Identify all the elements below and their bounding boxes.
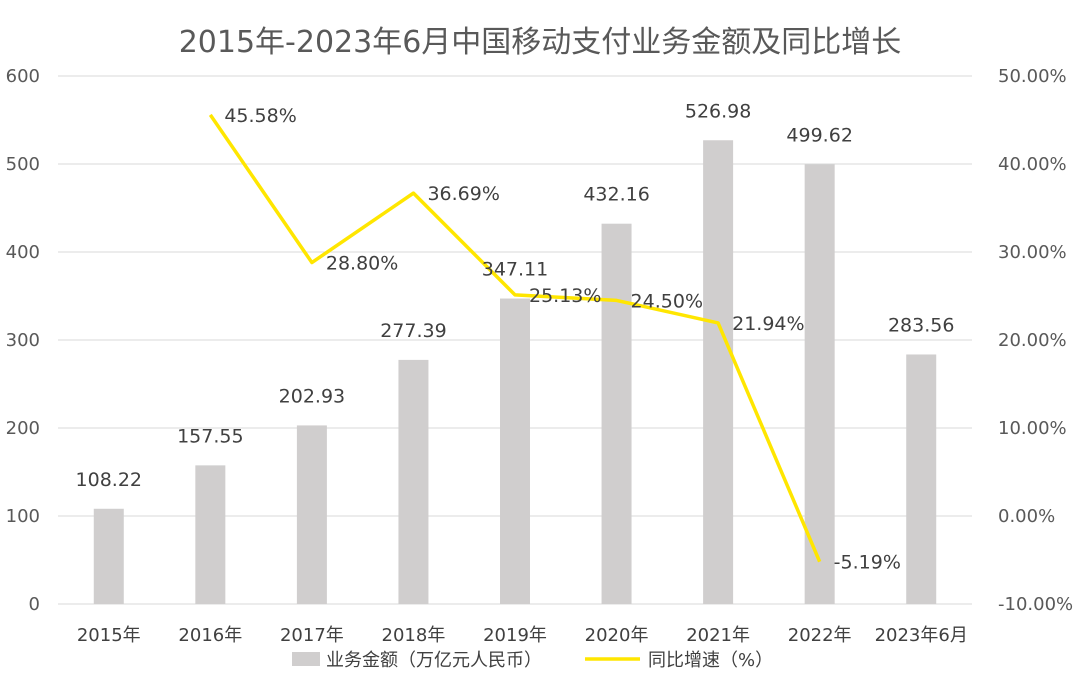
- line-value-label: 28.80%: [326, 253, 398, 275]
- right-tick-label: 20.00%: [998, 330, 1067, 351]
- bar-value-label: 277.39: [380, 320, 446, 342]
- left-tick-label: 0: [29, 594, 40, 615]
- right-tick-label: 40.00%: [998, 154, 1067, 175]
- line-value-label: 25.13%: [529, 285, 601, 307]
- right-tick-label: 30.00%: [998, 242, 1067, 263]
- left-axis: 0 100 200 300 400 500 600: [6, 66, 40, 615]
- bar-value-label: 499.62: [786, 124, 852, 146]
- bar-value-label: 157.55: [177, 425, 243, 447]
- x-tick-label: 2018年: [382, 625, 446, 646]
- bar-value-label: 202.93: [279, 385, 345, 407]
- left-tick-label: 100: [6, 506, 40, 527]
- x-tick-label: 2021年: [686, 625, 750, 646]
- right-tick-label: 50.00%: [998, 66, 1067, 87]
- bar-value-label: 283.56: [888, 314, 954, 336]
- legend: 业务金额（万亿元人民币） 同比增速（%）: [292, 650, 773, 671]
- legend-bar-swatch: [292, 652, 320, 666]
- right-axis: -10.00% 0.00% 10.00% 20.00% 30.00% 40.00% 50.0…: [998, 66, 1073, 615]
- legend-bar-label: 业务金额（万亿元人民币）: [326, 650, 542, 671]
- x-tick-label: 2019年: [483, 625, 547, 646]
- x-tick-label: 2017年: [280, 625, 344, 646]
- chart-title: 2015年-2023年6月中国移动支付业务金额及同比增长: [179, 25, 902, 60]
- x-tick-label: 2023年6月: [875, 625, 968, 646]
- data-labels: 108.22 157.55 202.93 277.39 347.11 432.16 526.…: [76, 100, 955, 573]
- left-tick-label: 500: [6, 154, 40, 175]
- bar-series: [93, 140, 937, 604]
- x-tick-label: 2016年: [178, 625, 242, 646]
- bar: [906, 354, 937, 604]
- right-tick-label: 10.00%: [998, 418, 1067, 439]
- line-value-label: 24.50%: [631, 290, 703, 312]
- bar: [195, 465, 226, 604]
- line-value-label: 36.69%: [427, 183, 499, 205]
- bar: [296, 425, 327, 604]
- line-series: [208, 113, 822, 563]
- left-tick-label: 300: [6, 330, 40, 351]
- bar: [398, 359, 429, 604]
- bar: [804, 164, 835, 604]
- bar-value-label: 526.98: [685, 100, 751, 122]
- left-tick-label: 600: [6, 66, 40, 87]
- right-tick-label: -10.00%: [998, 594, 1073, 615]
- x-tick-label: 2015年: [77, 625, 141, 646]
- bar: [93, 508, 124, 604]
- bar: [500, 298, 530, 604]
- line-value-label: 21.94%: [732, 313, 804, 335]
- line-value-label: -5.19%: [834, 552, 901, 574]
- x-tick-label: 2020年: [585, 625, 649, 646]
- left-tick-label: 400: [6, 242, 40, 263]
- x-axis: 2015年 2016年 2017年 2018年 2019年 2020年 2021年 2022年…: [77, 625, 968, 646]
- x-tick-label: 2022年: [788, 625, 852, 646]
- bar-value-label: 432.16: [583, 184, 649, 206]
- bar-value-label: 347.11: [482, 259, 548, 281]
- line-value-label: 45.58%: [224, 105, 296, 127]
- right-tick-label: 0.00%: [998, 506, 1055, 527]
- bar: [601, 223, 632, 604]
- legend-line-label: 同比增速（%）: [648, 650, 773, 671]
- left-tick-label: 200: [6, 418, 40, 439]
- bar: [703, 140, 734, 604]
- bar-value-label: 108.22: [76, 469, 142, 491]
